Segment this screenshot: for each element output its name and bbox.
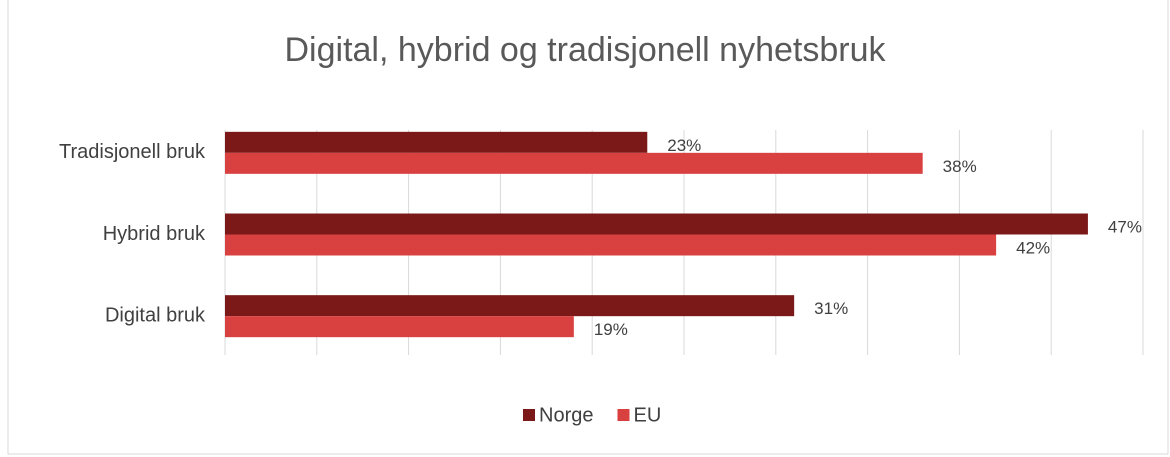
bar xyxy=(225,295,795,317)
bar xyxy=(225,131,648,153)
chart-title: Digital, hybrid og tradisjonell nyhetsbr… xyxy=(285,31,887,69)
bar xyxy=(225,234,997,256)
legend-swatch xyxy=(523,409,535,421)
data-label: 23% xyxy=(667,136,701,155)
y-tick-label: Digital bruk xyxy=(105,304,206,326)
data-label: 47% xyxy=(1108,217,1142,236)
legend-label: Norge xyxy=(539,404,593,426)
data-label: 42% xyxy=(1016,238,1050,257)
data-label: 31% xyxy=(814,299,848,318)
data-label: 38% xyxy=(943,157,977,176)
y-tick-label: Tradisjonell bruk xyxy=(59,141,206,163)
bar xyxy=(225,316,574,338)
data-label: 19% xyxy=(594,320,628,339)
legend-swatch xyxy=(617,409,630,421)
bar xyxy=(225,213,1088,235)
y-tick-label: Hybrid bruk xyxy=(103,223,206,245)
legend-label: EU xyxy=(633,404,661,426)
bar xyxy=(225,152,923,174)
